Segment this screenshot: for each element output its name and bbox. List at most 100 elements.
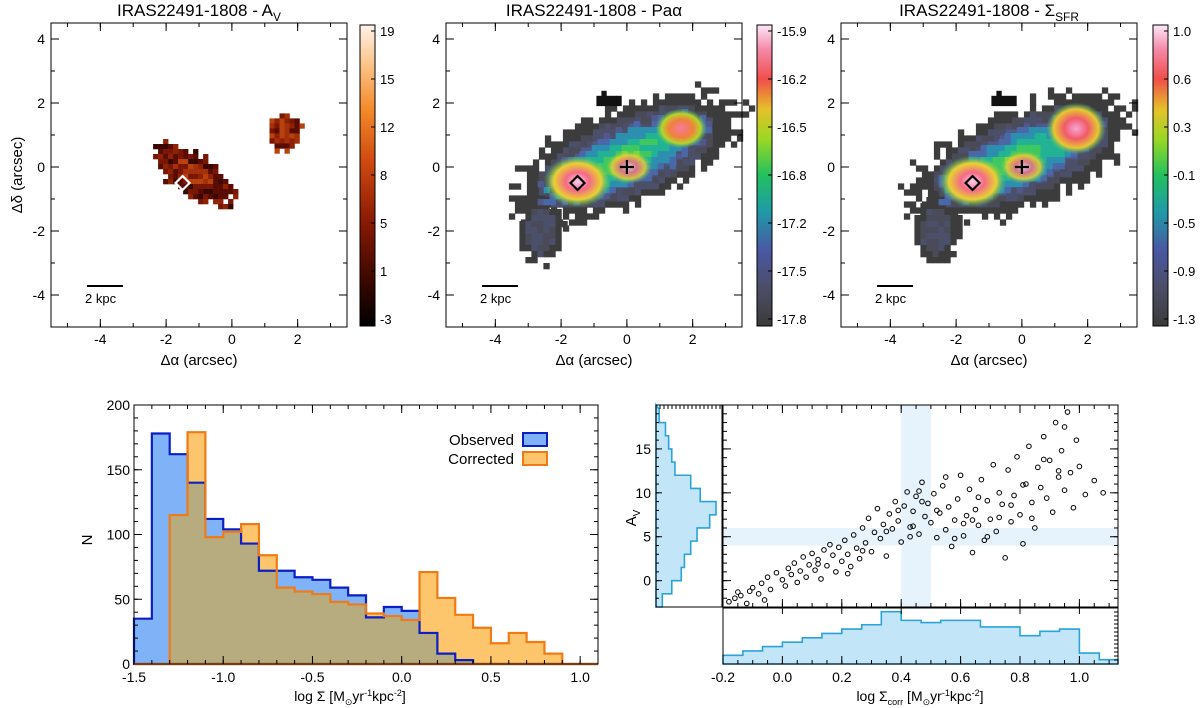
map-pixel [198,159,204,165]
map-pixel [622,123,630,130]
map-pixel [1113,93,1121,100]
map-pixel [1046,151,1053,158]
scatter-point [993,528,1000,535]
map-pixel [718,111,726,118]
map-pixel [193,179,199,185]
map-pixel [903,201,911,208]
map-pixel [198,184,204,190]
scatter-point [850,532,857,538]
map-pixel [198,189,204,195]
map-pixel [1113,105,1121,112]
x-tick-label: 0 [228,331,236,347]
map-pixel [580,129,588,136]
map-pixel [681,151,688,158]
map-pixel [712,153,720,160]
map-pixel [598,135,606,142]
map-pixel [1053,177,1061,184]
y-tick-label: 2 [827,95,835,111]
map-pixel [188,189,194,195]
map-pixel [213,174,219,180]
map-pixel [1095,105,1103,112]
map-pixel [909,201,917,208]
map-pixel [233,189,239,195]
overlap-bar [294,591,313,664]
map-pixel [676,153,684,160]
map-pixel [519,221,526,228]
scatter-point [907,524,913,530]
map-pixel [993,213,1001,220]
map-pixel [950,215,957,222]
map-pixel [537,199,544,206]
map-pixel [198,179,204,185]
map-pixel [700,153,708,160]
map-pixel [627,127,634,134]
corrected-bar [187,432,206,483]
map-pixel [188,159,194,165]
map-pixel [208,164,214,170]
map-pixel [615,133,622,140]
map-pixel [597,157,604,164]
map-pixel [193,194,199,200]
map-pixel [645,139,652,146]
map-pixel [1107,99,1115,106]
nucleus-cross-marker [224,160,239,174]
map-pixel [944,257,951,264]
map-pixel [173,154,179,160]
map-pixel [968,151,975,158]
scatter-point [1091,477,1098,484]
map-pixel [999,219,1007,226]
map-pixel [682,105,690,112]
map-pixel [981,207,989,214]
map-pixel [188,184,194,190]
scatter-point [1100,490,1106,496]
map-pixel [1022,139,1029,146]
map-pixel [606,100,612,107]
map-pixel [1119,123,1127,130]
map-pixel [163,179,169,185]
overlap-bar [187,482,206,664]
map-pixel [1001,95,1007,102]
map-pixel [213,169,219,175]
map-panel-map_av: -4 -2 0 2 -4 -2 0 2 4 2 kpc IRAS22491-1808 - AV Δα … [9,1,394,369]
map-pixel [975,147,983,154]
map-pixel [920,251,927,258]
map-pixel [615,145,622,152]
map-pixel [556,201,564,208]
scatter-point [764,574,771,580]
map-pixel [555,215,562,222]
map-pixel [1107,117,1115,124]
map-pixel [543,251,550,258]
map-pixel [1023,195,1031,202]
map-pixel [628,99,636,106]
map-pixel [998,145,1005,152]
map-pixel [640,183,648,190]
colorbar-tick-label: 0.3 [1173,120,1191,135]
map-pixel [999,123,1007,130]
map-pixel [1047,177,1055,184]
overlap-bar [312,594,331,664]
map-pixel [926,233,933,240]
map-pixel [183,149,189,155]
scatter-point [749,584,756,591]
map-pixel [909,189,917,196]
map-pixel [274,148,280,154]
map-pixel [537,203,544,210]
map-pixel [525,239,532,246]
map-pixel [724,111,732,118]
scatter-point [895,507,902,514]
map-pixel [1011,207,1019,214]
map-pixel [992,151,999,158]
map-pixel [1040,151,1047,158]
map-pixel [173,164,179,170]
map-pixel [223,189,229,195]
map-pixel [1029,189,1037,196]
y-marginal-histogram [655,402,717,608]
map-pixel [228,184,234,190]
x-tick-label: -4 [489,331,502,347]
scatter-point [913,493,919,500]
map-pixel [580,123,588,130]
map-pixel [223,179,229,185]
scatter-point [1055,468,1062,474]
map-pixel [178,154,184,160]
map-pixel [944,199,951,206]
